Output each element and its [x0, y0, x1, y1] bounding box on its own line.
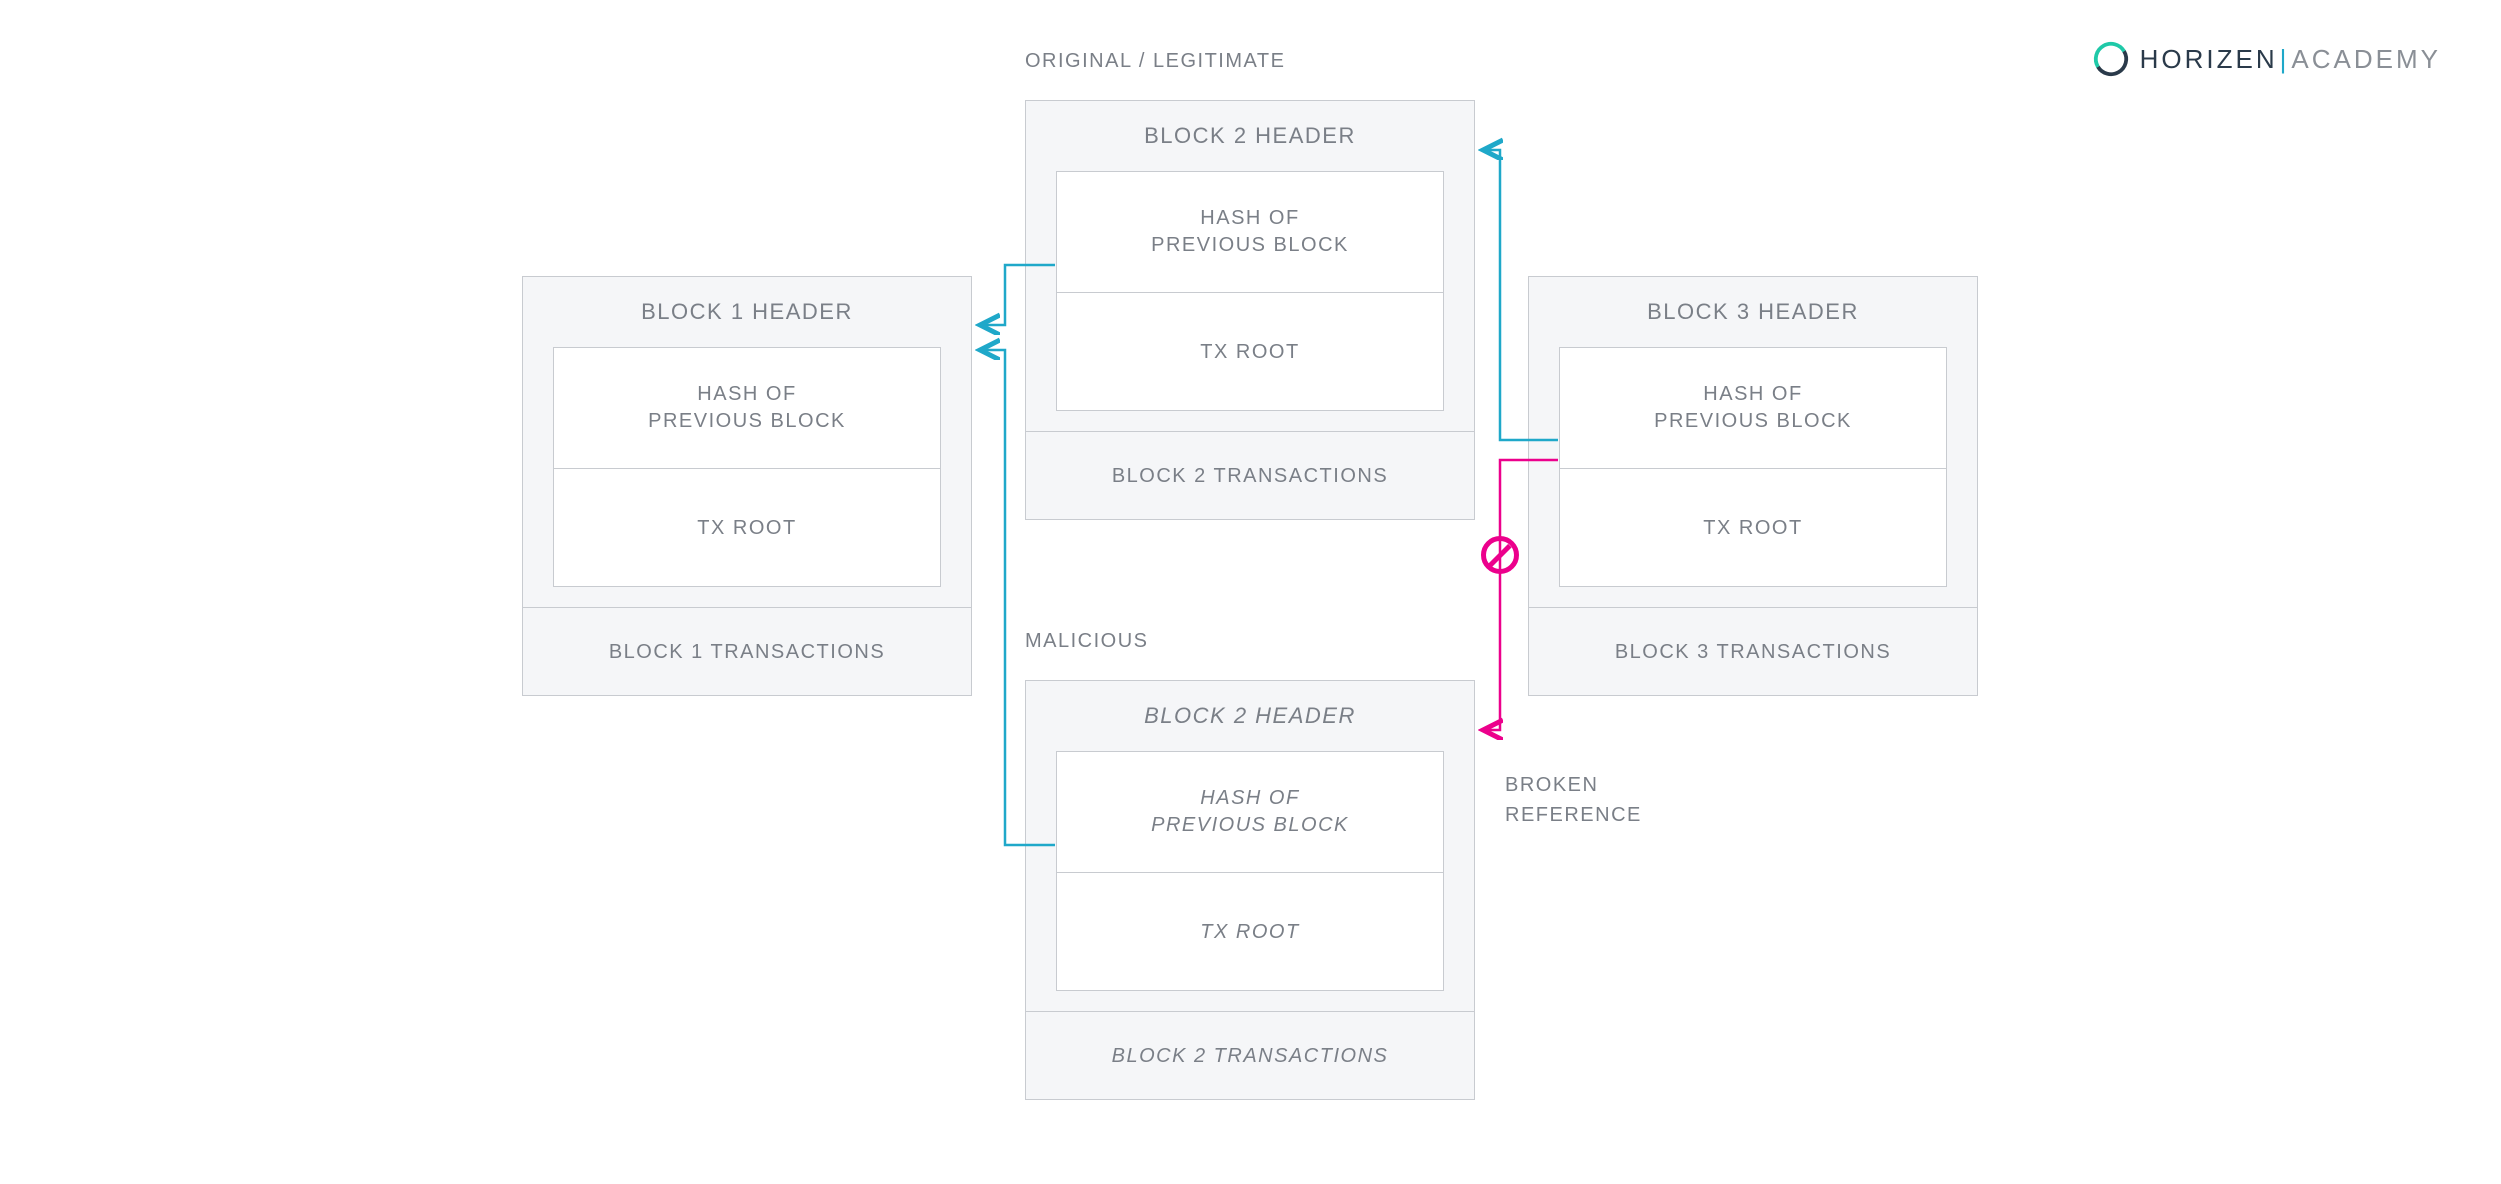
block-inner: HASH OFPREVIOUS BLOCKTX ROOT [553, 347, 941, 587]
block-inner: HASH OFPREVIOUS BLOCKTX ROOT [1559, 347, 1947, 587]
tx-root: TX ROOT [1560, 468, 1946, 588]
block-header-title: BLOCK 2 HEADER [1026, 681, 1474, 751]
label-broken-line2: REFERENCE [1505, 800, 1642, 830]
hash-prev-block: HASH OFPREVIOUS BLOCK [1057, 172, 1443, 292]
block-2-original: BLOCK 2 HEADERHASH OFPREVIOUS BLOCKTX RO… [1025, 100, 1475, 520]
block-transactions: BLOCK 2 TRANSACTIONS [1026, 431, 1474, 521]
logo-separator: | [2280, 44, 2290, 74]
block-1: BLOCK 1 HEADERHASH OFPREVIOUS BLOCKTX RO… [522, 276, 972, 696]
block-transactions: BLOCK 3 TRANSACTIONS [1529, 607, 1977, 697]
logo-sub: ACADEMY [2291, 44, 2441, 74]
prohibit-icon [1481, 536, 1519, 574]
tx-root: TX ROOT [1057, 292, 1443, 412]
hash-prev-block: HASH OFPREVIOUS BLOCK [1057, 752, 1443, 872]
block-header-title: BLOCK 3 HEADER [1529, 277, 1977, 347]
tx-root: TX ROOT [1057, 872, 1443, 992]
block-inner: HASH OFPREVIOUS BLOCKTX ROOT [1056, 751, 1444, 991]
block-2-malicious: BLOCK 2 HEADERHASH OFPREVIOUS BLOCKTX RO… [1025, 680, 1475, 1100]
label-original: ORIGINAL / LEGITIMATE [1025, 50, 1285, 73]
hash-prev-block: HASH OFPREVIOUS BLOCK [554, 348, 940, 468]
label-malicious: MALICIOUS [1025, 630, 1149, 653]
horizen-logo-icon [2092, 40, 2130, 78]
label-broken-line1: BROKEN [1505, 770, 1642, 800]
logo-brand: HORIZEN [2140, 44, 2278, 74]
block-header-title: BLOCK 2 HEADER [1026, 101, 1474, 171]
block-transactions: BLOCK 2 TRANSACTIONS [1026, 1011, 1474, 1101]
block-inner: HASH OFPREVIOUS BLOCKTX ROOT [1056, 171, 1444, 411]
tx-root: TX ROOT [554, 468, 940, 588]
label-broken-reference: BROKEN REFERENCE [1505, 770, 1642, 830]
block-transactions: BLOCK 1 TRANSACTIONS [523, 607, 971, 697]
brand-logo: HORIZEN|ACADEMY [2092, 40, 2441, 78]
block-header-title: BLOCK 1 HEADER [523, 277, 971, 347]
block-3: BLOCK 3 HEADERHASH OFPREVIOUS BLOCKTX RO… [1528, 276, 1978, 696]
hash-prev-block: HASH OFPREVIOUS BLOCK [1560, 348, 1946, 468]
legit-reference-arrow [980, 350, 1005, 760]
brand-logo-text: HORIZEN|ACADEMY [2140, 44, 2441, 75]
